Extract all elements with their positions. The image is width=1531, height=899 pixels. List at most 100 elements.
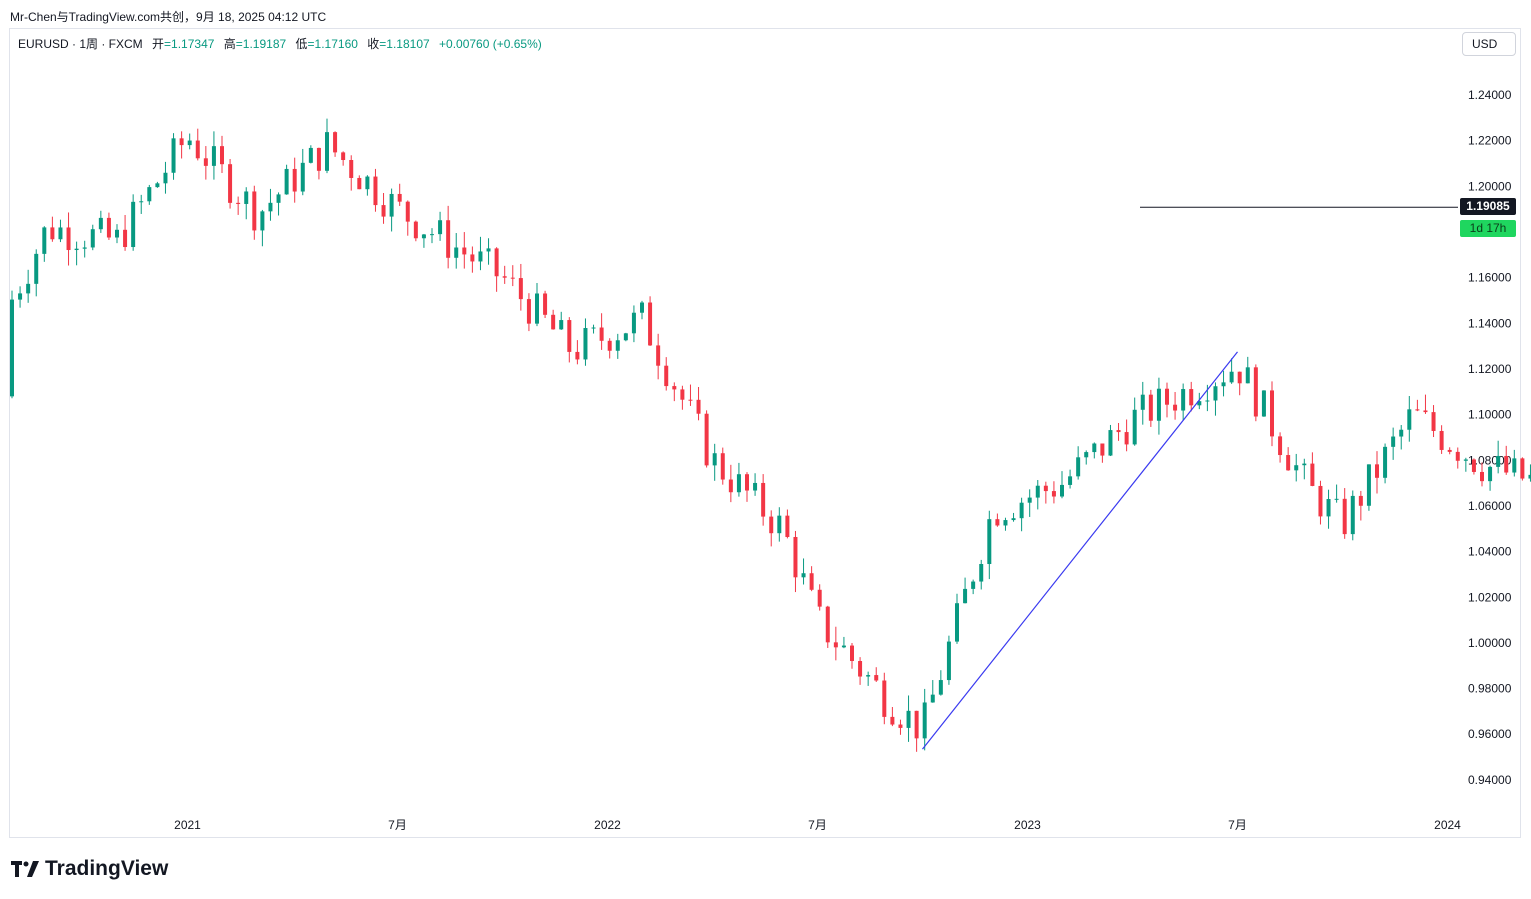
tradingview-logo[interactable]: TradingView	[11, 857, 168, 881]
candle-body	[825, 606, 830, 643]
candle-body	[316, 147, 321, 171]
candle-body	[728, 479, 733, 493]
candle-body	[1100, 443, 1105, 456]
candle-body	[979, 564, 984, 582]
candle-body	[801, 573, 806, 578]
candle-body	[1350, 495, 1355, 535]
candle-body	[66, 227, 71, 251]
candle-body	[712, 453, 717, 466]
candle-body	[389, 193, 394, 217]
currency-button[interactable]: USD	[1462, 32, 1516, 56]
candle-body	[971, 581, 976, 589]
candle-body	[995, 519, 1000, 526]
legend-symbol[interactable]: EURUSD · 1周 · FXCM	[18, 37, 143, 51]
candle-body	[405, 201, 410, 222]
candle-body	[1132, 409, 1137, 445]
candle-body	[1391, 436, 1396, 447]
y-tick-label: 1.12000	[1468, 362, 1512, 376]
candle-body	[1221, 382, 1226, 387]
candle-body	[1334, 498, 1339, 500]
y-tick-label: 1.04000	[1468, 545, 1512, 559]
candle-body	[1011, 518, 1016, 521]
y-tick-label: 0.98000	[1468, 682, 1512, 696]
candle-body	[809, 573, 814, 590]
candle-body	[42, 227, 47, 254]
candle-body	[171, 138, 176, 173]
candle-body	[155, 183, 160, 188]
candle-body	[211, 146, 216, 166]
y-tick-label: 0.94000	[1468, 773, 1512, 787]
candle-body	[745, 474, 749, 491]
candle-body	[1358, 495, 1363, 506]
candle-body	[1455, 451, 1460, 461]
candle-body	[955, 603, 959, 642]
candle-body	[518, 278, 523, 300]
y-tick-label: 1.20000	[1468, 179, 1512, 193]
candle-body	[704, 413, 709, 466]
candle-body	[817, 589, 822, 607]
candle-body	[1156, 388, 1161, 421]
candle-body	[1076, 457, 1081, 477]
candle-body	[1480, 471, 1484, 482]
candle-body	[421, 234, 426, 239]
candle-body	[1512, 458, 1517, 473]
candle-body	[1035, 485, 1040, 498]
candle-body	[1463, 459, 1468, 461]
candle-body	[567, 320, 572, 352]
candle-body	[1173, 404, 1178, 411]
candle-body	[930, 694, 935, 703]
candle-body	[1051, 491, 1056, 497]
candle-body	[736, 474, 741, 493]
candle-body	[1003, 520, 1008, 526]
candle-body	[874, 675, 879, 681]
candle-body	[720, 453, 725, 480]
legend-high-value: =1.19187	[235, 37, 287, 51]
candle-body	[333, 132, 338, 153]
candle-body	[397, 193, 402, 202]
candle-body	[26, 283, 31, 294]
candle-body	[664, 365, 669, 387]
legend-close-label: 收	[367, 37, 380, 51]
y-tick-label: 1.22000	[1468, 134, 1512, 148]
candle-body	[373, 176, 378, 206]
candle-body	[769, 516, 774, 534]
candle-body	[470, 254, 475, 262]
candle-body	[220, 146, 224, 165]
candle-body	[1237, 371, 1242, 384]
candle-body	[34, 253, 39, 284]
candle-body	[898, 724, 903, 728]
candle-body	[357, 177, 362, 190]
candle-body	[1205, 400, 1210, 402]
candle-body	[187, 140, 192, 146]
candle-body	[1375, 464, 1379, 478]
candle-body	[688, 399, 693, 401]
candle-body	[268, 202, 273, 212]
candle-body	[18, 293, 23, 300]
candle-body	[583, 328, 588, 360]
candle-body	[292, 168, 297, 192]
candle-body	[656, 345, 661, 366]
candle-body	[850, 645, 854, 662]
y-tick-label: 1.00000	[1468, 636, 1512, 650]
candle-body	[50, 227, 55, 240]
candle-body	[454, 247, 459, 258]
candle-body	[276, 194, 281, 203]
candle-body	[1084, 452, 1089, 458]
candle-body	[478, 251, 483, 262]
x-tick-label: 2024	[1434, 818, 1461, 832]
candle-body	[510, 277, 515, 279]
candle-body	[987, 519, 992, 565]
candle-body	[777, 515, 782, 534]
candle-body	[1278, 436, 1283, 456]
candle-body	[308, 147, 313, 163]
candle-body	[1407, 409, 1412, 430]
candle-body	[486, 248, 491, 252]
candle-body	[163, 172, 168, 184]
chart-frame	[9, 28, 1521, 838]
x-tick-label: 2022	[594, 818, 621, 832]
y-tick-label: 1.08000	[1468, 453, 1512, 467]
candle-body	[106, 217, 111, 238]
x-tick-label: 7月	[1228, 818, 1247, 832]
candle-body	[1326, 499, 1331, 517]
